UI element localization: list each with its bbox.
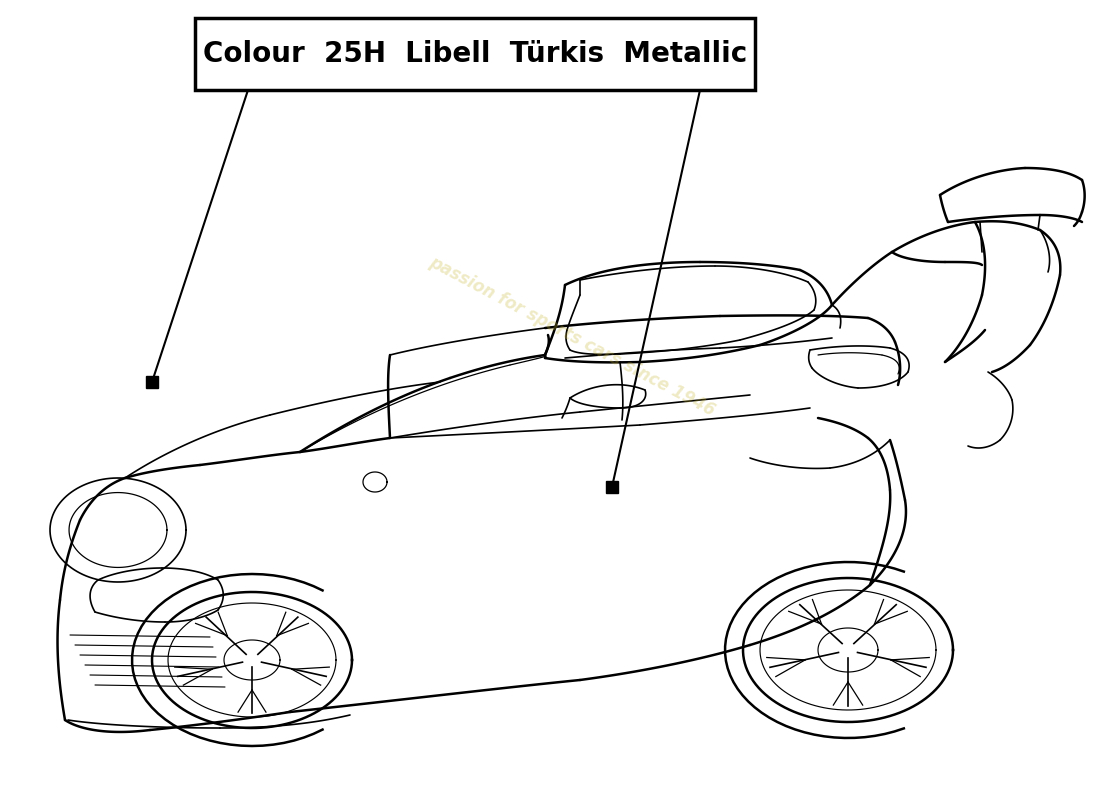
- Text: Colour  25H  Libell  Türkis  Metallic: Colour 25H Libell Türkis Metallic: [202, 40, 747, 68]
- Text: passion for sports cars since 1946: passion for sports cars since 1946: [426, 253, 718, 419]
- FancyBboxPatch shape: [195, 18, 755, 90]
